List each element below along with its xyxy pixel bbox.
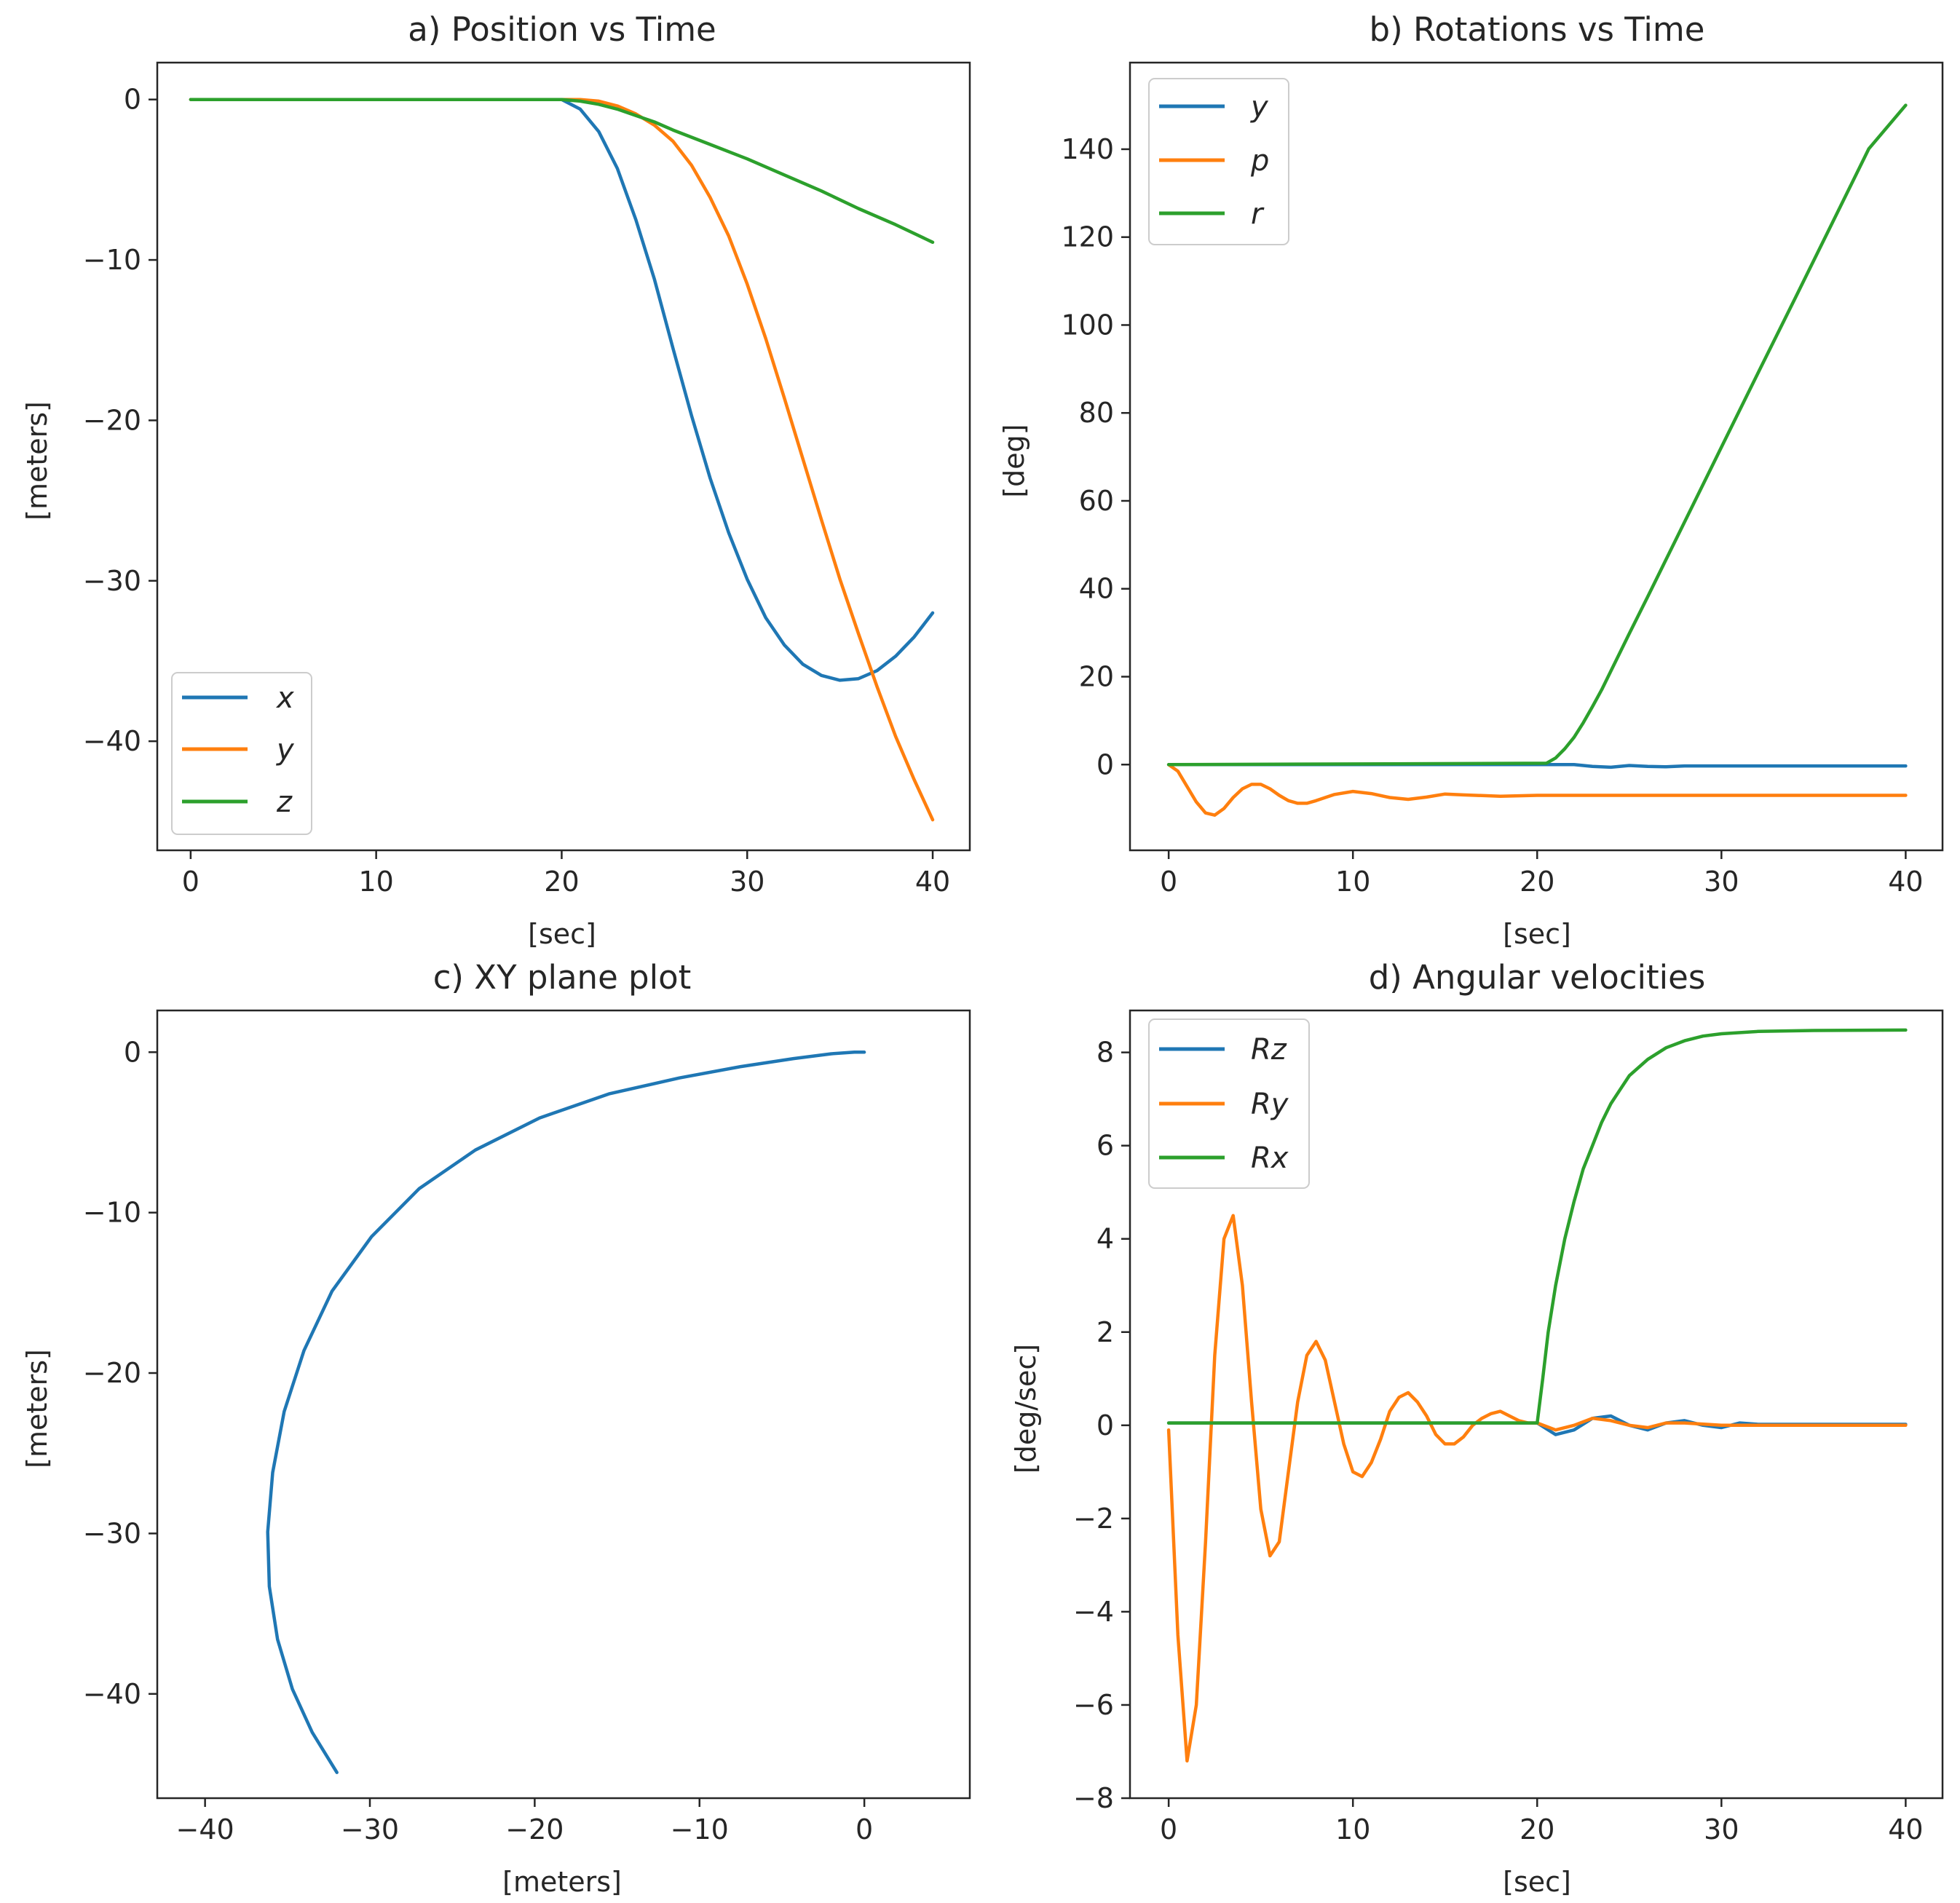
panel-d-xtick-label: 40	[1888, 1813, 1923, 1845]
panel-d-xtick-label: 0	[1160, 1813, 1177, 1845]
panel-b-axes-frame	[1129, 61, 1944, 852]
panel-a-ytick-label: −40	[83, 725, 141, 757]
panel-d-xlabel: [sec]	[1503, 1866, 1571, 1898]
panel-d-series-rx-line	[1166, 1028, 1908, 1425]
panel-d-legend-box	[1148, 1018, 1310, 1189]
panel-b-title: b) Rotations vs Time	[1370, 10, 1705, 49]
panel-d-xtick-label: 30	[1704, 1813, 1739, 1845]
legend-label-rz: Rz	[1251, 1033, 1287, 1067]
panel-b-ytick-label: 80	[1079, 397, 1114, 429]
panel-b-series-r-line	[1166, 103, 1908, 767]
panel-a-series-x-line	[189, 98, 935, 682]
panel-a-plot-area: 0 10 20 30 40 0 −10 −20 −30 −40	[83, 61, 971, 898]
panel-b-xtick-label: 20	[1520, 866, 1554, 898]
panel-b-legend: y p r	[1148, 78, 1289, 245]
panel-d-ytick-label: −8	[1073, 1782, 1114, 1814]
panel-a-xtick-label: 40	[915, 866, 950, 898]
panel-d-ytick-label: 0	[1096, 1409, 1114, 1441]
panel-d-xtick-label: 20	[1520, 1813, 1554, 1845]
panel-a-xtick-label: 20	[544, 866, 579, 898]
panel-b-xtick-label: 10	[1335, 866, 1370, 898]
panel-b-xtick-label: 40	[1888, 866, 1923, 898]
panel-a-axes-frame	[156, 61, 971, 852]
panel-d-legend: Rz Ry Rx	[1148, 1018, 1310, 1189]
panel-d-title: d) Angular velocities	[1369, 958, 1706, 997]
panel-b-ytick-label: 0	[1096, 748, 1114, 780]
panel-a-ylabel: [meters]	[21, 401, 53, 521]
panel-c-xtick-label: −40	[176, 1813, 234, 1845]
panel-c-ytick-label: −10	[83, 1197, 141, 1229]
panel-d-ytick-label: −4	[1073, 1596, 1114, 1628]
panel-a-series-z-line	[189, 98, 935, 245]
panel-c-axes-frame	[156, 1009, 971, 1800]
panel-c-ytick-label: −20	[83, 1357, 141, 1389]
panel-c-title: c) XY plane plot	[433, 958, 692, 997]
panel-b-ytick-label: 60	[1079, 485, 1114, 517]
panel-b-plot-area: 0 10 20 30 40 0 20 40 60 80 100 120 140	[1061, 61, 1944, 898]
panel-c-series-path-line	[266, 1051, 866, 1774]
panel-b-ytick-label: 140	[1061, 133, 1114, 165]
panel-d-ytick-label: 4	[1096, 1223, 1114, 1255]
panel-a-title: a) Position vs Time	[408, 10, 716, 49]
panel-b-ytick-label: 120	[1061, 221, 1114, 253]
panel-d-ytick-label: 8	[1096, 1037, 1114, 1069]
panel-a-xlabel: [sec]	[528, 918, 596, 950]
panel-a-ytick-label: −10	[83, 244, 141, 276]
legend-label-pitch: p	[1250, 144, 1269, 178]
panel-d-ylabel: [deg/sec]	[1010, 1344, 1042, 1473]
panel-b-xlabel: [sec]	[1503, 918, 1571, 950]
panel-d-ytick-label: −2	[1073, 1503, 1114, 1535]
panel-b-ylabel: [deg]	[998, 424, 1030, 497]
panel-c-xtick-label: 0	[855, 1813, 873, 1845]
panel-c-ylabel: [meters]	[21, 1349, 53, 1468]
legend-label-y: y	[276, 733, 295, 767]
panel-d-xtick-label: 10	[1335, 1813, 1370, 1845]
panel-c-plot-area: −40 −30 −20 −10 0 0 −10 −20 −30 −40	[83, 1009, 971, 1845]
panel-b-series-p-line	[1166, 763, 1908, 817]
legend-label-z: z	[276, 786, 293, 819]
panel-d-series-ry-line	[1166, 1214, 1908, 1763]
panel-d-ytick-label: 2	[1096, 1316, 1114, 1348]
panel-a-series-y-line	[189, 98, 935, 822]
panel-c-xlabel: [meters]	[502, 1866, 622, 1898]
panel-a-xtick-label: 30	[730, 866, 764, 898]
legend-label-yaw: y	[1250, 90, 1269, 124]
panel-b-xtick-label: 0	[1160, 866, 1177, 898]
panel-d-axes-frame	[1129, 1009, 1944, 1800]
panel-c-xtick-label: −30	[341, 1813, 399, 1845]
panel-a-xtick-label: 10	[358, 866, 393, 898]
panel-a-ytick-label: −30	[83, 565, 141, 597]
panel-c-ytick-label: −30	[83, 1517, 141, 1549]
panel-c-xtick-label: −20	[505, 1813, 564, 1845]
panel-b-xtick-label: 30	[1704, 866, 1739, 898]
panel-b-ytick-label: 100	[1061, 309, 1114, 341]
legend-label-roll: r	[1251, 197, 1265, 231]
panel-a-xtick-label: 0	[182, 866, 199, 898]
legend-label-rx: Rx	[1251, 1142, 1289, 1175]
panel-a-ytick-label: −20	[83, 404, 141, 436]
panel-b-ytick-label: 40	[1079, 573, 1114, 605]
panel-rotations-vs-time: b) Rotations vs Time [sec] [deg] 0 10 20 30…	[998, 10, 1944, 950]
panel-position-vs-time: a) Position vs Time [sec] [meters] 0 10 20…	[21, 10, 971, 950]
panel-d-ytick-label: −6	[1073, 1689, 1114, 1721]
panel-b-ytick-label: 20	[1079, 661, 1114, 693]
panel-b-series-y-line	[1166, 763, 1908, 769]
panel-c-xtick-label: −10	[671, 1813, 729, 1845]
panel-c-ytick-label: 0	[124, 1036, 141, 1068]
legend-label-ry: Ry	[1251, 1088, 1289, 1121]
panel-c-ytick-label: −40	[83, 1678, 141, 1710]
panel-d-ytick-label: 6	[1096, 1130, 1114, 1162]
panel-a-ytick-label: 0	[124, 84, 141, 116]
panel-angular-velocities: d) Angular velocities [sec] [deg/sec] 0 1…	[1010, 958, 1944, 1898]
panel-a-legend-box	[171, 672, 312, 835]
panel-a-legend: x y z	[171, 672, 312, 835]
legend-label-x: x	[275, 681, 294, 715]
panel-xy-plane-plot: c) XY plane plot [meters] [meters] −40 −3…	[21, 958, 971, 1898]
